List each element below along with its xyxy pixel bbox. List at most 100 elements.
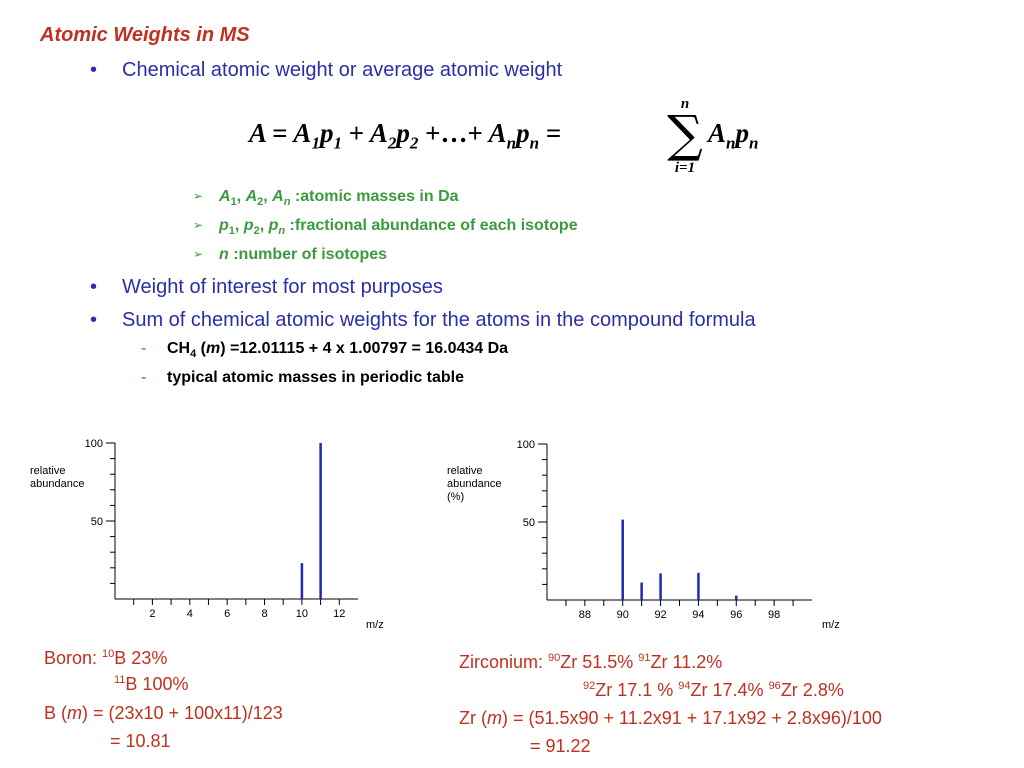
eq-symbol: p: [396, 118, 410, 148]
isotope-abundance: B 23%: [114, 648, 168, 668]
eq-sub: n: [529, 133, 540, 153]
isotope-abundance: Zr 17.1 %: [595, 680, 679, 700]
sum-term: Anpn: [708, 118, 758, 153]
formula-text: (: [196, 340, 207, 357]
subitem-fractional-abundance: ➢ p1, p2, pn :fractional abundance of ea…: [193, 217, 578, 238]
isotope-abundance: Zr 51.5%: [560, 652, 639, 672]
x-tick-label: 92: [654, 609, 666, 621]
y-tick-label: 100: [85, 438, 103, 450]
x-tick-label: 2: [149, 608, 155, 620]
var-sub: 2: [253, 225, 260, 238]
dash-typical-masses: - typical atomic masses in periodic tabl…: [141, 369, 464, 387]
bullet-dot: •: [90, 309, 98, 331]
var-sub: n: [283, 196, 291, 209]
eq-sub: 1: [311, 133, 320, 153]
y-tick-label: 50: [523, 517, 535, 529]
x-tick-label: 98: [768, 609, 780, 621]
eq-sub: n: [748, 133, 759, 153]
chart-ylabel: relative abundance: [30, 465, 84, 490]
eq-sub: 2: [387, 133, 397, 153]
eq-equals: =: [272, 118, 288, 148]
subitem-desc: :atomic masses in Da: [290, 188, 459, 205]
calc-m: m: [486, 708, 502, 728]
var: A: [219, 188, 231, 205]
formula-sub: 4: [190, 348, 197, 361]
sep: ,: [234, 217, 244, 234]
zirconium-result: = 91.22: [530, 736, 591, 756]
subitem-number-isotopes: ➢ n :number of isotopes: [193, 246, 388, 264]
var: n: [219, 246, 229, 263]
zirconium-line-3: Zr (m) = (51.5x90 + 11.2x91 + 17.1x92 + …: [459, 708, 882, 729]
isotope-abundance: Zr 2.8%: [780, 680, 844, 700]
eq-sub: n: [506, 133, 517, 153]
sum-lower-limit: i=1: [674, 160, 696, 176]
eq-symbol: p: [735, 118, 749, 148]
var: p: [219, 217, 229, 234]
subitem-atomic-masses: ➢ A1, A2, An :atomic masses in Da: [193, 188, 459, 209]
bullet-sum-weights: • Sum of chemical atomic weights for the…: [90, 309, 756, 332]
eq-plus: +: [467, 118, 483, 148]
calc-text: Zr (: [459, 708, 487, 728]
y-tick-label: 50: [91, 516, 103, 528]
arrow-bullet-icon: ➢: [193, 218, 204, 232]
eq-ellipsis: …: [440, 118, 468, 148]
formula: CH: [167, 340, 191, 357]
isotope-mass: 11: [114, 674, 126, 686]
bullet-average-weight: • Chemical atomic weight or average atom…: [90, 59, 563, 82]
ylabel-line: relative: [30, 465, 65, 477]
eq-symbol: p: [516, 118, 530, 148]
eq-symbol: A: [249, 118, 266, 148]
y-tick-label: 100: [517, 439, 535, 451]
calc-text: ) = (51.5x90 + 11.2x91 + 17.1x92 + 2.8x9…: [501, 708, 882, 728]
formula-m: m: [206, 340, 221, 357]
isotope-mass: 10: [102, 648, 115, 660]
chart-ylabel: relative abundance (%): [447, 465, 501, 503]
bullet-text: Chemical atomic weight or average atomic…: [122, 59, 563, 81]
boron-line-3: B (m) = (23x10 + 100x11)/123: [44, 703, 283, 724]
eq-sub: 1: [333, 133, 342, 153]
x-tick-label: 88: [579, 609, 591, 621]
var-sub: n: [278, 225, 286, 238]
subitem-desc: :number of isotopes: [228, 246, 388, 263]
dash-text: typical atomic masses in periodic table: [167, 369, 464, 386]
sigma-icon: ∑: [667, 105, 703, 163]
var: A: [245, 188, 258, 205]
isotope-mass: 92: [583, 680, 596, 692]
slide-title: Atomic Weights in MS: [40, 24, 250, 46]
eq-sub: n: [726, 133, 736, 153]
ylabel-line: (%): [447, 491, 464, 503]
boron-line-1: Boron: 10B 23%: [44, 648, 167, 669]
dash-mark: -: [141, 369, 147, 386]
isotope-mass: 90: [548, 652, 561, 664]
bullet-weight-interest: • Weight of interest for most purposes: [90, 276, 443, 299]
zirconium-spectrum-chart: relative abundance (%) m/z 50 100 88 90 92 94 96…: [447, 439, 840, 631]
sep: ,: [236, 188, 246, 205]
var: p: [268, 217, 279, 234]
x-tick-label: 12: [333, 608, 345, 620]
isotope-abundance: Zr 17.4%: [690, 680, 769, 700]
ylabel-line: relative: [447, 465, 482, 477]
calc-text: ) = (23x10 + 100x11)/123: [82, 703, 283, 723]
boron-line-2: 11B 100%: [114, 674, 188, 695]
x-tick-label: 10: [296, 608, 308, 620]
dash-ch4-mass: - CH4 (m) =12.01115 + 4 x 1.00797 = 16.0…: [141, 340, 509, 361]
x-tick-label: 8: [261, 608, 267, 620]
eq-sub: 2: [409, 133, 419, 153]
bullet-text: Sum of chemical atomic weights for the a…: [122, 309, 756, 331]
x-tick-label: 90: [617, 609, 629, 621]
eq-symbol: A: [488, 118, 507, 148]
x-tick-label: 94: [692, 609, 704, 621]
var-sub: 2: [257, 196, 264, 209]
formula-text: ) =12.01115 + 4 x 1.00797 = 16.0434 Da: [220, 340, 509, 357]
sep: ,: [263, 188, 273, 205]
sep: ,: [259, 217, 269, 234]
sum-upper-limit: n: [680, 96, 690, 112]
bullet-dot: •: [90, 59, 98, 81]
eq-symbol: p: [319, 118, 334, 148]
atomic-weight-equation: A = A1p1 + A2p2 +…+ Anpn =: [249, 118, 561, 153]
boron-spectrum-chart: relative abundance m/z 50 100 2 4 6 8 10 12: [30, 438, 384, 631]
x-tick-label: 96: [730, 609, 742, 621]
eq-symbol: A: [293, 118, 312, 148]
isotope-mass: 94: [678, 680, 691, 692]
zirconium-line-1: Zirconium: 90Zr 51.5% 91Zr 11.2%: [459, 652, 722, 673]
